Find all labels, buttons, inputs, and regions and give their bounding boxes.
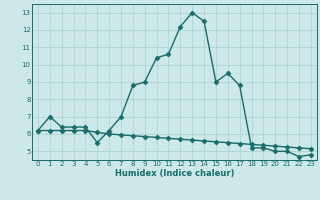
X-axis label: Humidex (Indice chaleur): Humidex (Indice chaleur) [115, 169, 234, 178]
